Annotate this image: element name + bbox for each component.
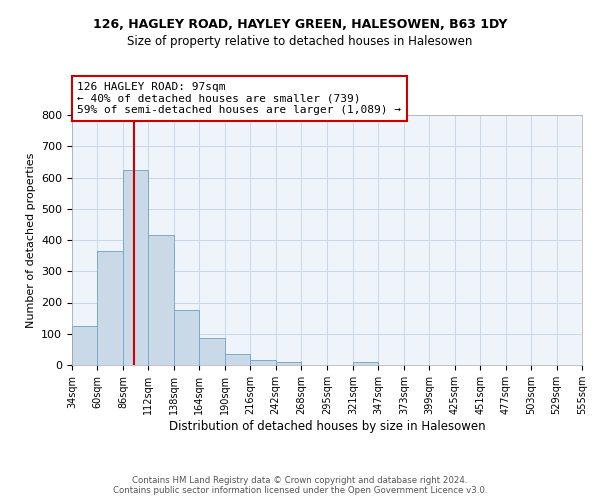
Text: Contains HM Land Registry data © Crown copyright and database right 2024.
Contai: Contains HM Land Registry data © Crown c…	[113, 476, 487, 495]
Bar	[72, 326, 97, 365]
Bar	[250, 360, 275, 365]
Bar	[123, 170, 148, 365]
Bar	[148, 236, 174, 365]
Text: 126 HAGLEY ROAD: 97sqm
← 40% of detached houses are smaller (739)
59% of semi-de: 126 HAGLEY ROAD: 97sqm ← 40% of detached…	[77, 82, 401, 115]
Text: 126, HAGLEY ROAD, HAYLEY GREEN, HALESOWEN, B63 1DY: 126, HAGLEY ROAD, HAYLEY GREEN, HALESOWE…	[93, 18, 507, 30]
X-axis label: Distribution of detached houses by size in Halesowen: Distribution of detached houses by size …	[169, 420, 485, 433]
Bar	[225, 354, 250, 365]
Bar	[174, 310, 199, 365]
Y-axis label: Number of detached properties: Number of detached properties	[26, 152, 35, 328]
Bar	[353, 362, 379, 365]
Text: Size of property relative to detached houses in Halesowen: Size of property relative to detached ho…	[127, 35, 473, 48]
Bar	[97, 251, 123, 365]
Bar	[199, 338, 225, 365]
Bar	[275, 362, 301, 365]
